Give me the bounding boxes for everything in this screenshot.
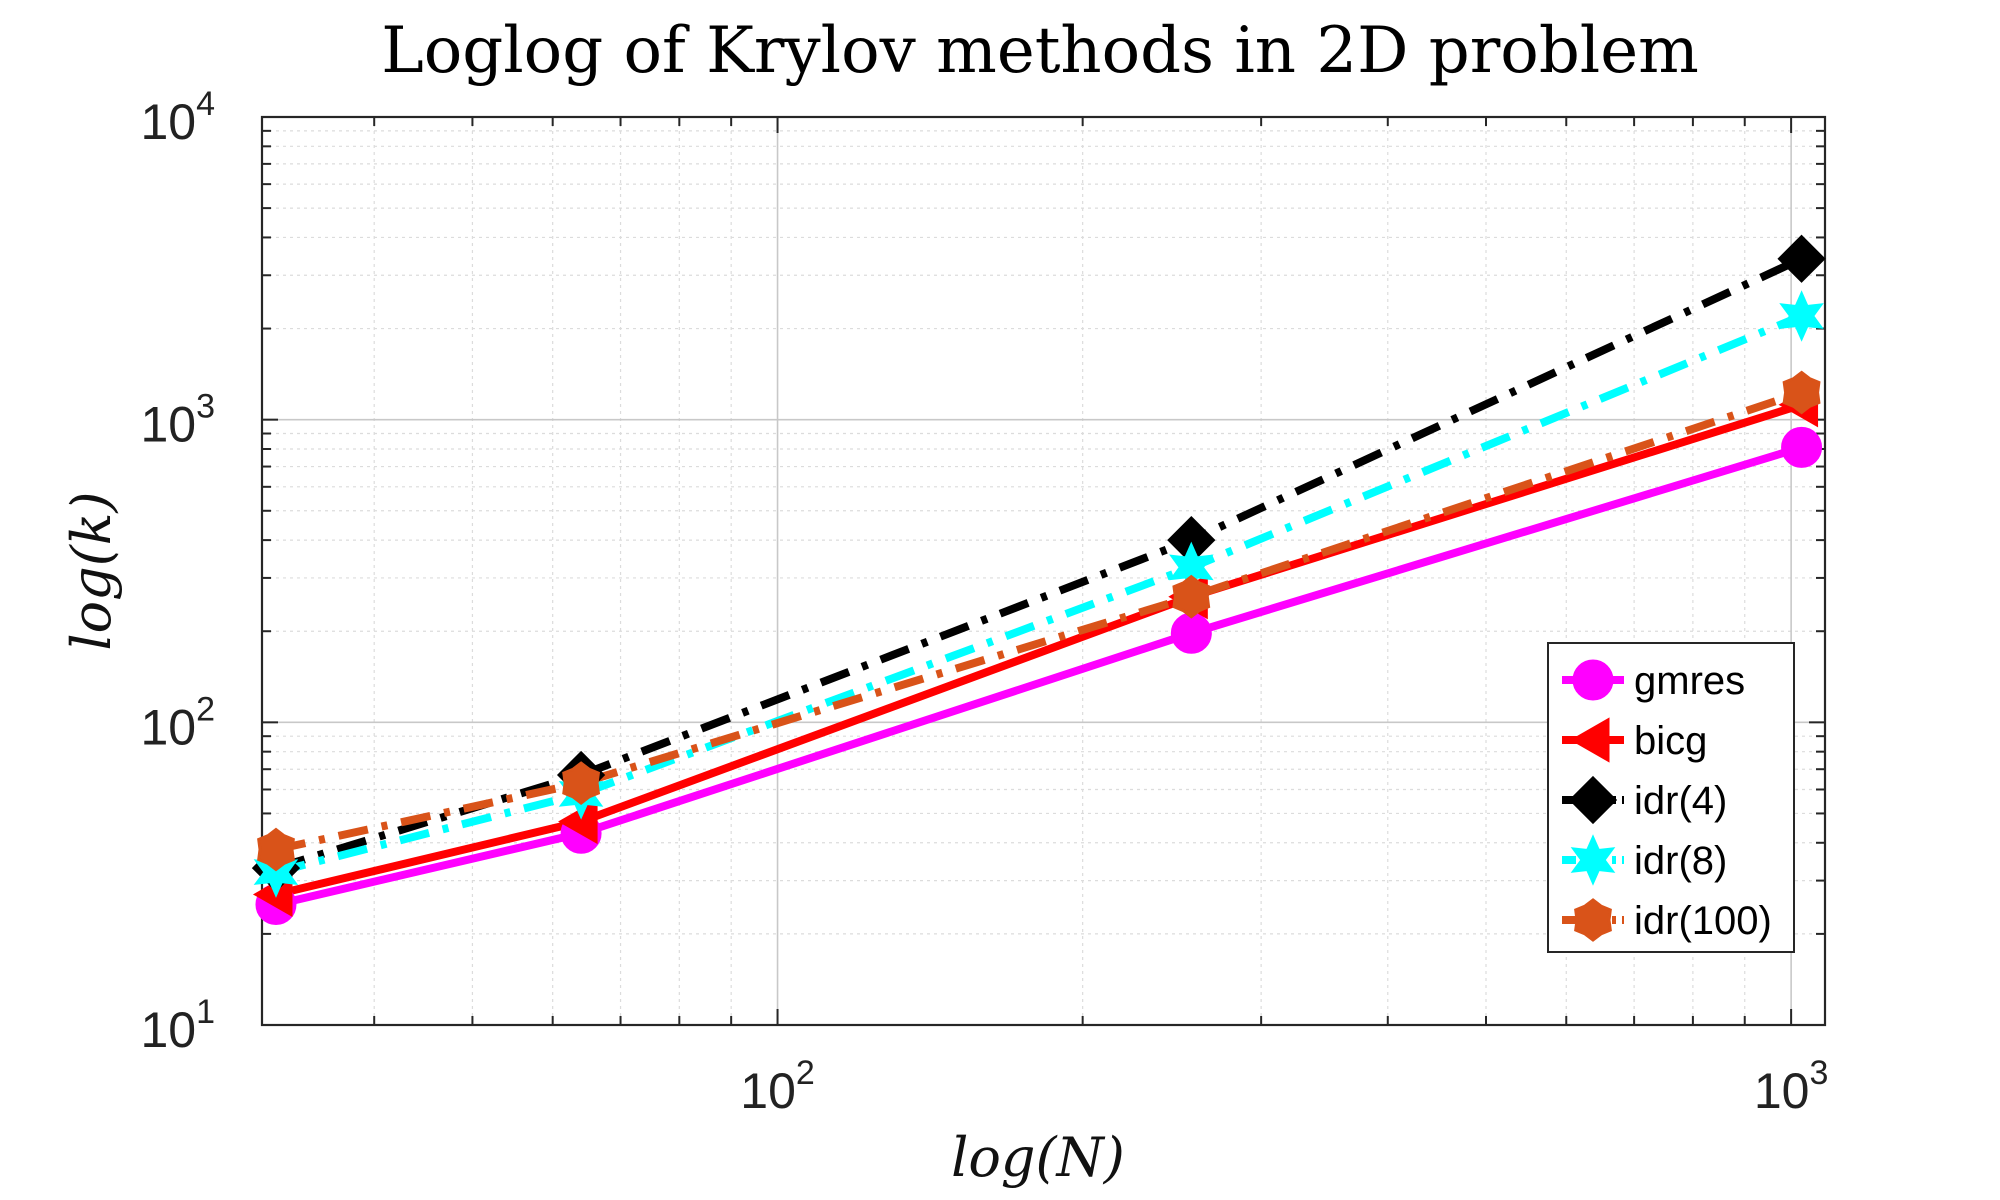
legend-label: gmres bbox=[1634, 659, 1745, 703]
legend-label: idr(4) bbox=[1634, 779, 1727, 823]
data-point-4-1 bbox=[562, 761, 601, 805]
legend-entry: idr(100) bbox=[1562, 898, 1772, 943]
series-line-2 bbox=[274, 255, 1804, 872]
data-point-4-0 bbox=[257, 827, 295, 872]
y-tick-label: 102 bbox=[140, 690, 215, 755]
legend-entry: idr(4) bbox=[1562, 775, 1727, 825]
legend-marker bbox=[1574, 898, 1612, 942]
data-point-4-2 bbox=[1172, 574, 1211, 619]
data-point-0-2 bbox=[1170, 612, 1212, 654]
legend-marker bbox=[1570, 834, 1616, 886]
chart-title: Loglog of Krylov methods in 2D problem bbox=[381, 14, 1699, 88]
legend-marker bbox=[1572, 659, 1614, 701]
x-tick-label: 103 bbox=[1754, 1054, 1829, 1119]
legend-label: idr(8) bbox=[1634, 839, 1727, 883]
y-tick-label: 101 bbox=[140, 993, 215, 1058]
legend-label: idr(100) bbox=[1634, 899, 1772, 943]
y-tick-labels: 101 102 103 104 bbox=[140, 85, 215, 1058]
plot-area-frame bbox=[260, 115, 1827, 1027]
legend-marker bbox=[1568, 775, 1618, 825]
data-point-3-0 bbox=[253, 846, 299, 898]
series-markers bbox=[251, 234, 1826, 926]
legend: gmres bicg idr(4) idr(8) idr(100) bbox=[1547, 642, 1795, 953]
data-point-0-3 bbox=[1781, 426, 1823, 468]
x-tick-label: 102 bbox=[740, 1054, 815, 1119]
y-tick-label: 103 bbox=[140, 388, 215, 453]
legend-entry: gmres bbox=[1562, 659, 1745, 703]
x-axis-label: log(N) bbox=[951, 1126, 1125, 1189]
legend-marker bbox=[1569, 717, 1610, 763]
series-line-4 bbox=[275, 388, 1803, 854]
data-point-4-3 bbox=[1782, 370, 1821, 415]
legend-entry: idr(8) bbox=[1562, 834, 1727, 886]
data-point-2-3 bbox=[1777, 234, 1826, 283]
y-axis-label: log(k) bbox=[60, 491, 123, 650]
axis-ticks bbox=[262, 116, 1825, 1026]
series-line-0 bbox=[275, 443, 1803, 909]
legend-label: bicg bbox=[1634, 719, 1707, 763]
series-line-3 bbox=[275, 312, 1804, 876]
y-tick-label: 104 bbox=[140, 85, 215, 150]
x-tick-labels: 102 103 bbox=[740, 1054, 1828, 1119]
series-line-1 bbox=[275, 400, 1803, 899]
data-point-3-3 bbox=[1779, 290, 1824, 342]
series-lines bbox=[274, 255, 1804, 909]
legend-entry: bicg bbox=[1562, 717, 1707, 763]
